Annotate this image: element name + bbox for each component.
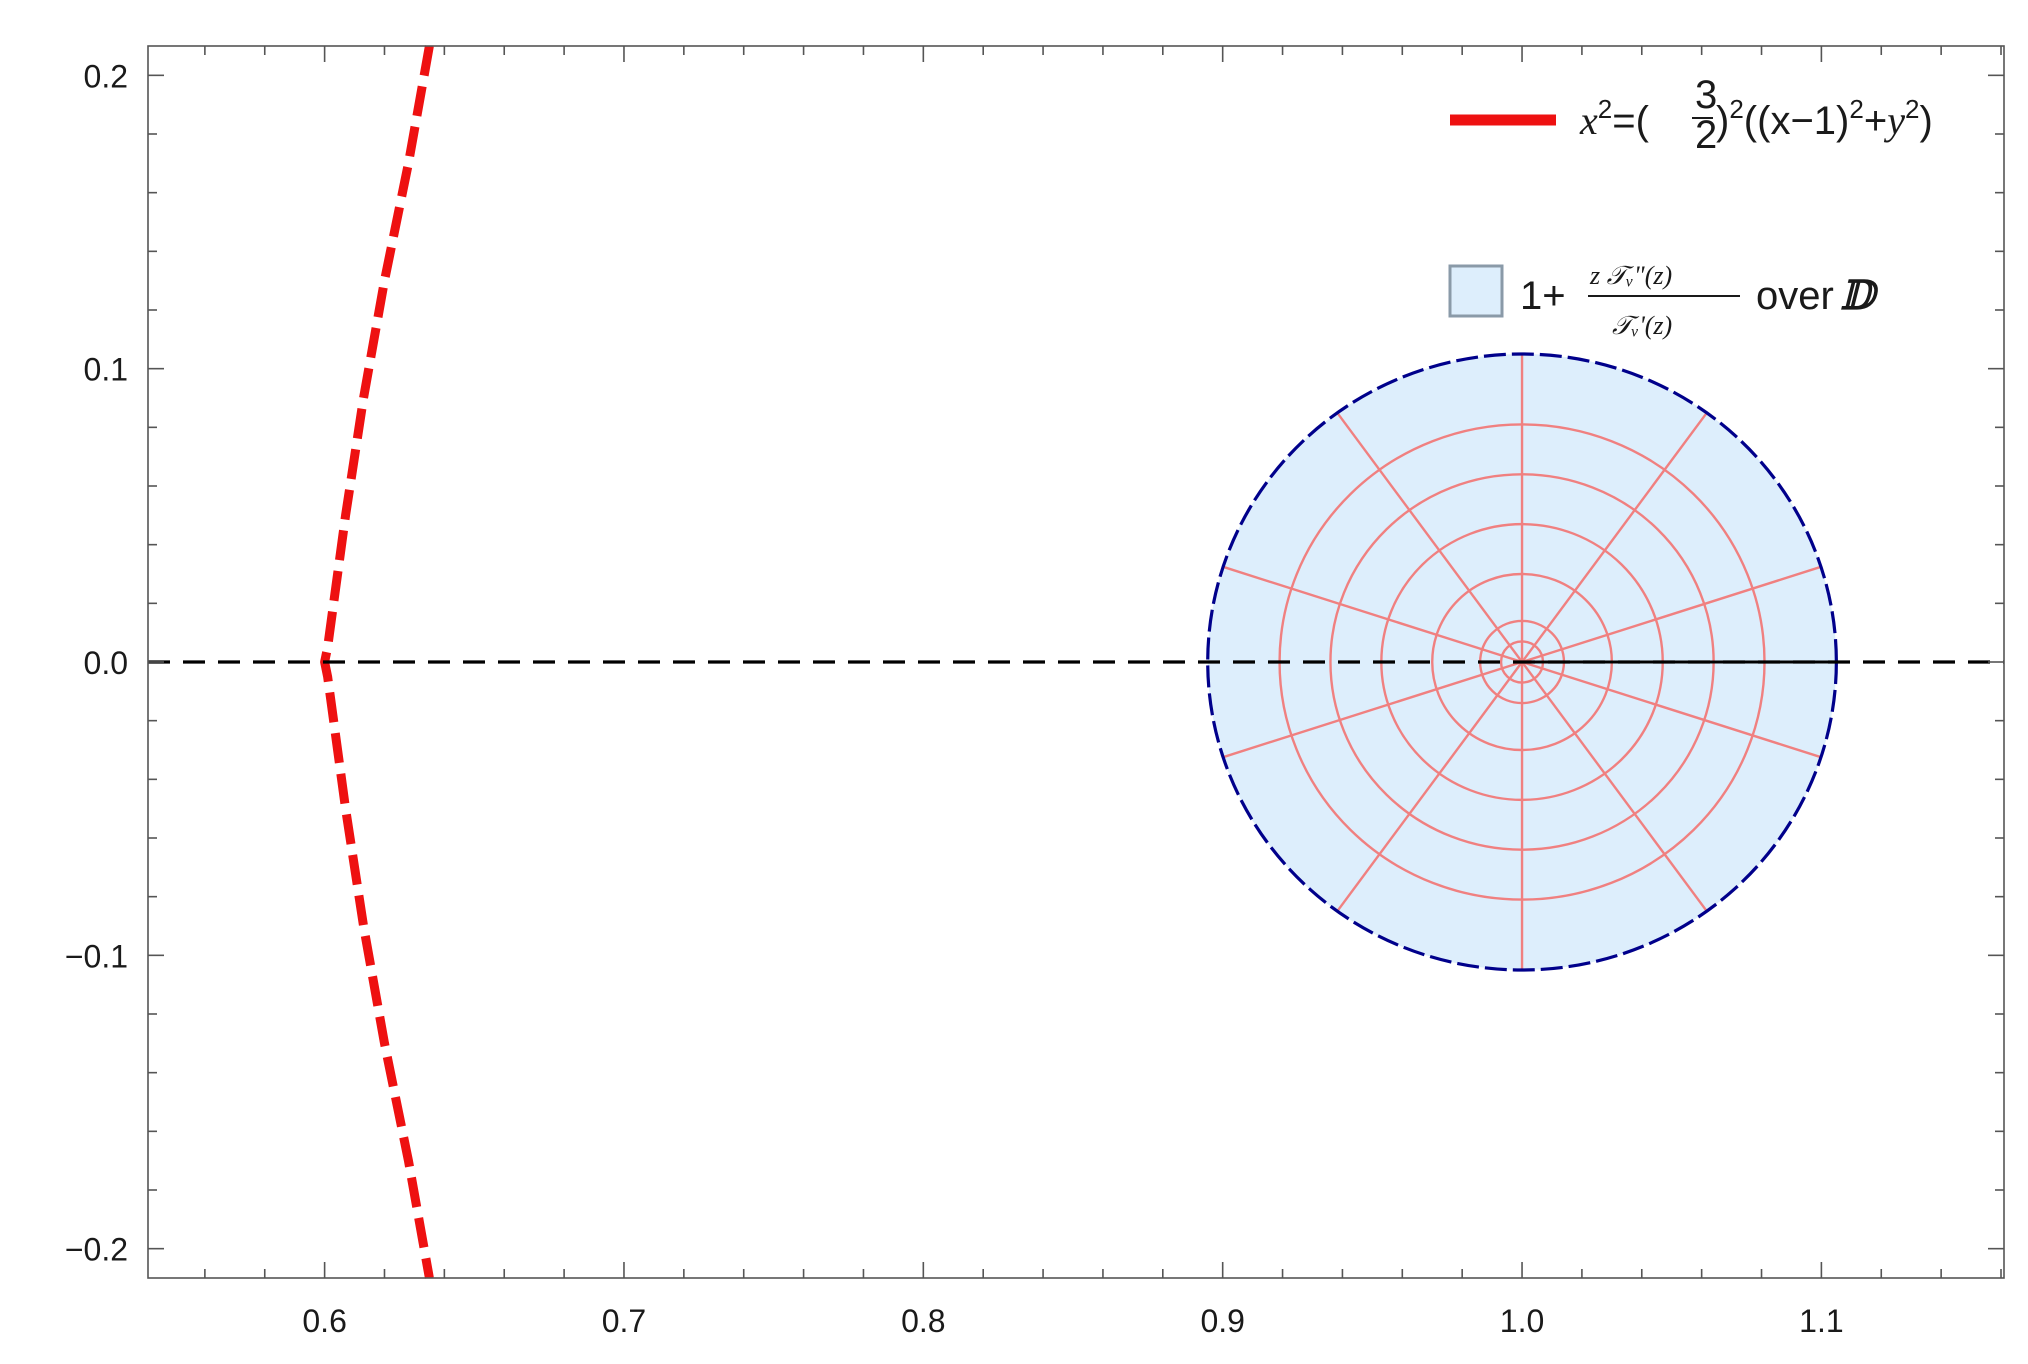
y-tick-label: 0.0 (84, 645, 128, 681)
legend-region-numerator: z 𝒯ᵥ"(z) (1589, 261, 1672, 290)
mesh-ray (1521, 660, 1822, 759)
y-tick-label: −0.1 (65, 938, 128, 974)
x-tick-label: 0.9 (1200, 1303, 1244, 1339)
x-tick-label: 0.8 (901, 1303, 945, 1339)
x-tick-label: 0.6 (302, 1303, 346, 1339)
legend-region-over: over (1756, 274, 1834, 318)
mesh-ray (1521, 412, 1708, 663)
legend: x2=( 3 2 )2((x−1)2+y2) 1+ z 𝒯ᵥ"(z) 𝒯ᵥ'(z… (1448, 73, 1933, 340)
legend-label-curve: x2=( (1579, 94, 1650, 143)
x-tick-label: 0.7 (602, 1303, 646, 1339)
legend-region-one-plus: 1+ (1520, 274, 1566, 318)
x-tick-label: 1.0 (1500, 1303, 1544, 1339)
legend-region-denominator: 𝒯ᵥ'(z) (1612, 311, 1672, 340)
legend-region-set: 𝔻 (1840, 272, 1880, 319)
mesh-ray (1336, 412, 1524, 663)
y-tick-label: −0.2 (65, 1232, 128, 1268)
legend-label-curve-rest: )2((x−1)2+y2) (1716, 94, 1933, 143)
mesh-ray (1336, 661, 1524, 912)
legend-swatch-region (1448, 264, 1504, 318)
legend-frac-num: 3 (1695, 73, 1717, 117)
mesh-ray (1222, 660, 1523, 759)
mesh-ray (1521, 565, 1822, 664)
mesh-ray (1521, 661, 1708, 912)
tick-layer: 0.6 0.7 0.8 0.9 1.0 1.1 0.2 0.1 0.0 −0.1 −0.2 (65, 46, 2004, 1339)
legend-frac-den: 2 (1695, 113, 1717, 157)
y-tick-label: 0.2 (84, 58, 128, 94)
mesh-ray (1222, 565, 1523, 664)
x-tick-label: 1.1 (1799, 1303, 1843, 1339)
y-tick-label: 0.1 (84, 352, 128, 388)
